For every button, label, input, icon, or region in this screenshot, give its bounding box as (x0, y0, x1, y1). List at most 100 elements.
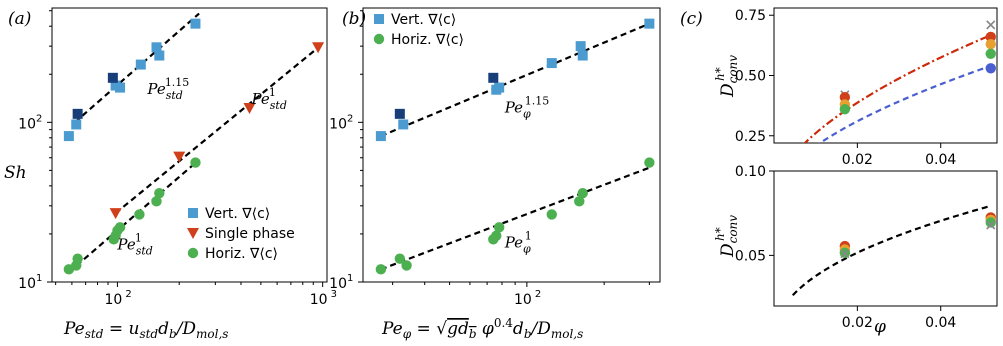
chart-b-series-1-point-1 (488, 72, 499, 83)
chart-a-legend-marker-0 (188, 208, 198, 218)
panel-c-xlabel: φ (874, 317, 886, 337)
panel-a-ylabel: Sh (4, 163, 27, 183)
chart-b-series-0-point-7 (644, 18, 655, 29)
chart-b-legend-label-1: Horiz. ∇⟨c⟩ (391, 32, 464, 48)
chart-a-frame (51, 7, 328, 283)
chart-c_bottom-ytick-label-0: 0.05 (735, 248, 766, 264)
chart-b-fit-line-0 (380, 22, 650, 138)
chart-b-series-0-point-0 (375, 131, 386, 142)
chart-c_top-series-0-point-1-stroke-2 (986, 20, 996, 30)
chart-a-xtick-exp-1: 3 (331, 289, 337, 300)
chart-c_bottom-frame (773, 170, 998, 307)
chart-a-series-0-point-4 (135, 59, 146, 70)
chart-b-series-1-point-0 (394, 108, 405, 119)
chart-c_top-series-4-point-0 (985, 63, 996, 74)
chart-b-series-2-point-1 (394, 253, 406, 264)
chart-a-series-3-point-7 (134, 209, 145, 220)
chart-b-xtick-label-0: 10 (514, 292, 532, 308)
chart-b-series-2-point-5 (493, 222, 505, 233)
chart-a-series-0-point-5 (151, 42, 162, 53)
chart-a-fit-line-2 (68, 160, 199, 274)
chart-b-series-0-point-4 (546, 58, 557, 69)
chart-b-fit-line-1 (380, 166, 650, 271)
chart-b-series-0-point-6 (577, 50, 588, 61)
chart-a-ytick-exp-0: 1 (36, 273, 42, 284)
chart-a-series-3-point-2 (72, 253, 83, 264)
chart-a-annotation-2: Pestd1 (116, 231, 152, 257)
chart-b-series-2-point-7 (574, 196, 585, 207)
chart-c_top-xtick-label-0: 0.02 (842, 152, 873, 168)
chart-a-ytick-label-1: 10 (18, 116, 36, 132)
chart-b-plot-area (375, 18, 655, 275)
chart-c_top-fit-line-0 (803, 34, 992, 143)
chart-b-series-0-point-3 (494, 82, 505, 93)
chart-a-ytick-exp-1: 2 (36, 113, 42, 124)
chart-c_top-plot-area (803, 20, 996, 143)
chart-a-fit-line-1 (114, 45, 321, 214)
chart-c_top-series-3-point-0 (839, 104, 851, 115)
chart-c_top-series-0-point-1 (986, 20, 996, 30)
chart-b-series-0-point-1 (398, 119, 409, 130)
chart-b-series-0-point-5 (575, 41, 586, 52)
chart-c_top-ytick-label-0: 0.25 (735, 129, 766, 145)
chart-b-frame (362, 7, 661, 283)
chart-c_bottom-plot-area (791, 204, 996, 297)
chart-a-xtick-label-0: 10 (105, 292, 123, 308)
chart-b-series-2-point-8 (577, 187, 588, 199)
chart-c_bottom-ytick-label-1: 0.10 (735, 164, 766, 180)
chart-a-legend-label-2: Horiz. ∇⟨c⟩ (205, 246, 278, 262)
panel-b-xlabel: Peφ = √gdb φ0.4db/Dmol,s (381, 316, 583, 341)
chart-a-series-3-point-8 (151, 196, 162, 207)
chart-a-series-0-point-3 (115, 82, 126, 93)
chart-b-annotation-1: Peφ1 (504, 229, 532, 255)
chart-b-legend-marker-1 (373, 33, 385, 45)
panel-a-label: (a) (8, 9, 31, 29)
chart-a-legend-marker-2 (187, 247, 199, 259)
chart-b-series-2-point-6 (546, 209, 557, 220)
chart-a-series-1-point-1 (107, 72, 118, 83)
chart-a-annotation-1: Pestd1 (250, 86, 286, 112)
chart-c_bottom-series-3-point-0 (840, 249, 850, 259)
chart-c_top-ytick-label-1: 0.50 (735, 69, 766, 85)
chart-a-series-2-point-1 (173, 151, 186, 163)
chart-c_top-fit-line-1 (818, 64, 992, 143)
chart-a-legend-marker-1 (187, 228, 199, 239)
chart-a-xtick-label-1: 10 (310, 292, 328, 308)
chart-b-annotation-0: Peφ1.15 (504, 95, 550, 121)
chart-b-ytick-exp-1: 2 (347, 113, 353, 124)
chart-a-series-2-point-0 (109, 208, 122, 220)
chart-c_bottom-series-2-point-1 (985, 217, 996, 228)
chart-b-legend-label-0: Vert. ∇⟨c⟩ (391, 12, 456, 28)
chart-b-series-2-point-4 (491, 230, 502, 241)
chart-a-legend-label-1: Single phase (205, 226, 295, 242)
chart-a-series-3-point-9 (154, 187, 165, 199)
chart-c_top-series-3-point-1 (985, 48, 996, 60)
panel-a-xlabel: Pestd = ustddb/Dmol,s (63, 319, 228, 341)
chart-c_top-series-2-point-1 (985, 38, 996, 50)
chart-a-series-0-point-6 (154, 50, 165, 61)
panel-c-label: (c) (680, 9, 703, 29)
chart-b-series-2-point-0 (375, 264, 387, 275)
chart-a-ytick-label-0: 10 (18, 276, 36, 292)
chart-c_bottom-series-3-point-0-stroke-2 (840, 249, 850, 259)
chart-a-legend-label-0: Vert. ∇⟨c⟩ (205, 206, 270, 222)
chart-c_top-series-1-point-0 (839, 91, 851, 103)
chart-a-series-0-point-0 (63, 131, 74, 142)
chart-a-series-0-point-1 (71, 119, 82, 130)
chart-c_bottom-xtick-label-0: 0.02 (842, 315, 873, 331)
panel-c: (c) Dconvh* Dconvh* φ 0.02 0.040.250.500.… (680, 7, 998, 337)
chart-a-xtick-exp-0: 2 (125, 289, 131, 300)
chart-a-series-2-point-3 (312, 42, 325, 54)
chart-b-series-2-point-2 (401, 260, 412, 271)
chart-c_bottom-series-3-point-1-stroke-2 (986, 220, 996, 230)
chart-c_top-xtick-label-1: 0.04 (925, 152, 956, 168)
chart-a-plot-area (63, 12, 325, 275)
chart-c_top-series-1-point-1 (985, 31, 996, 43)
chart-b-series-2-point-9 (644, 157, 655, 168)
chart-b-ytick-label-1: 10 (329, 116, 347, 132)
chart-a-series-3-point-10 (190, 157, 201, 168)
chart-a-series-1-point-0 (72, 108, 83, 119)
chart-c_bottom-series-3-point-1 (986, 220, 996, 230)
